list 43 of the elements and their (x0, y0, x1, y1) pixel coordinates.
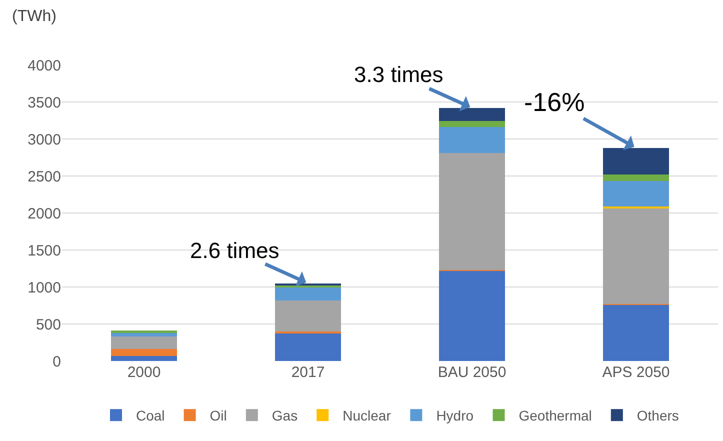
bar (275, 300, 341, 332)
y-tick-label: 1000 (28, 279, 61, 296)
x-tick-label: APS 2050 (602, 364, 670, 381)
y-tick-label: 4000 (28, 57, 61, 74)
y-axis-title: (TWh) (12, 8, 56, 25)
bar (111, 349, 177, 356)
bar (603, 304, 669, 361)
y-tick-label: 2500 (28, 168, 61, 186)
legend-label: Others (636, 408, 679, 424)
annotation: 3.3 times (354, 62, 444, 87)
bar (275, 334, 341, 361)
annotation: -16% (524, 87, 585, 117)
bar (275, 331, 341, 334)
bar (111, 356, 177, 361)
x-tick-label: BAU 2050 (438, 364, 506, 381)
annotation: 2.6 times (190, 238, 280, 263)
bar (111, 332, 177, 337)
bar (603, 208, 669, 304)
bar (111, 336, 177, 350)
bar (439, 121, 505, 128)
y-tick-label: 3000 (28, 131, 61, 148)
x-tick-label: 2000 (127, 364, 161, 381)
bar (275, 288, 341, 300)
y-tick-label: 500 (36, 316, 61, 334)
bar (603, 181, 669, 206)
y-tick-label: 0 (52, 353, 61, 370)
legend-label: Coal (136, 408, 165, 424)
bar (439, 127, 505, 154)
y-tick-label: 3500 (28, 94, 61, 112)
x-tick-label: 2017 (291, 364, 325, 381)
bar (439, 108, 505, 122)
bar (439, 270, 505, 361)
bar (439, 153, 505, 270)
legend-label: Hydro (436, 408, 474, 424)
legend-label: Gas (272, 408, 298, 424)
bar (603, 206, 669, 209)
bar (603, 174, 669, 182)
legend-label: Nuclear (342, 408, 392, 424)
legend-label: Geothermal (518, 408, 592, 424)
bar (603, 148, 669, 175)
y-tick-label: 2000 (28, 205, 61, 222)
y-tick-label: 1500 (28, 242, 61, 260)
legend-label: Oil (210, 408, 227, 424)
